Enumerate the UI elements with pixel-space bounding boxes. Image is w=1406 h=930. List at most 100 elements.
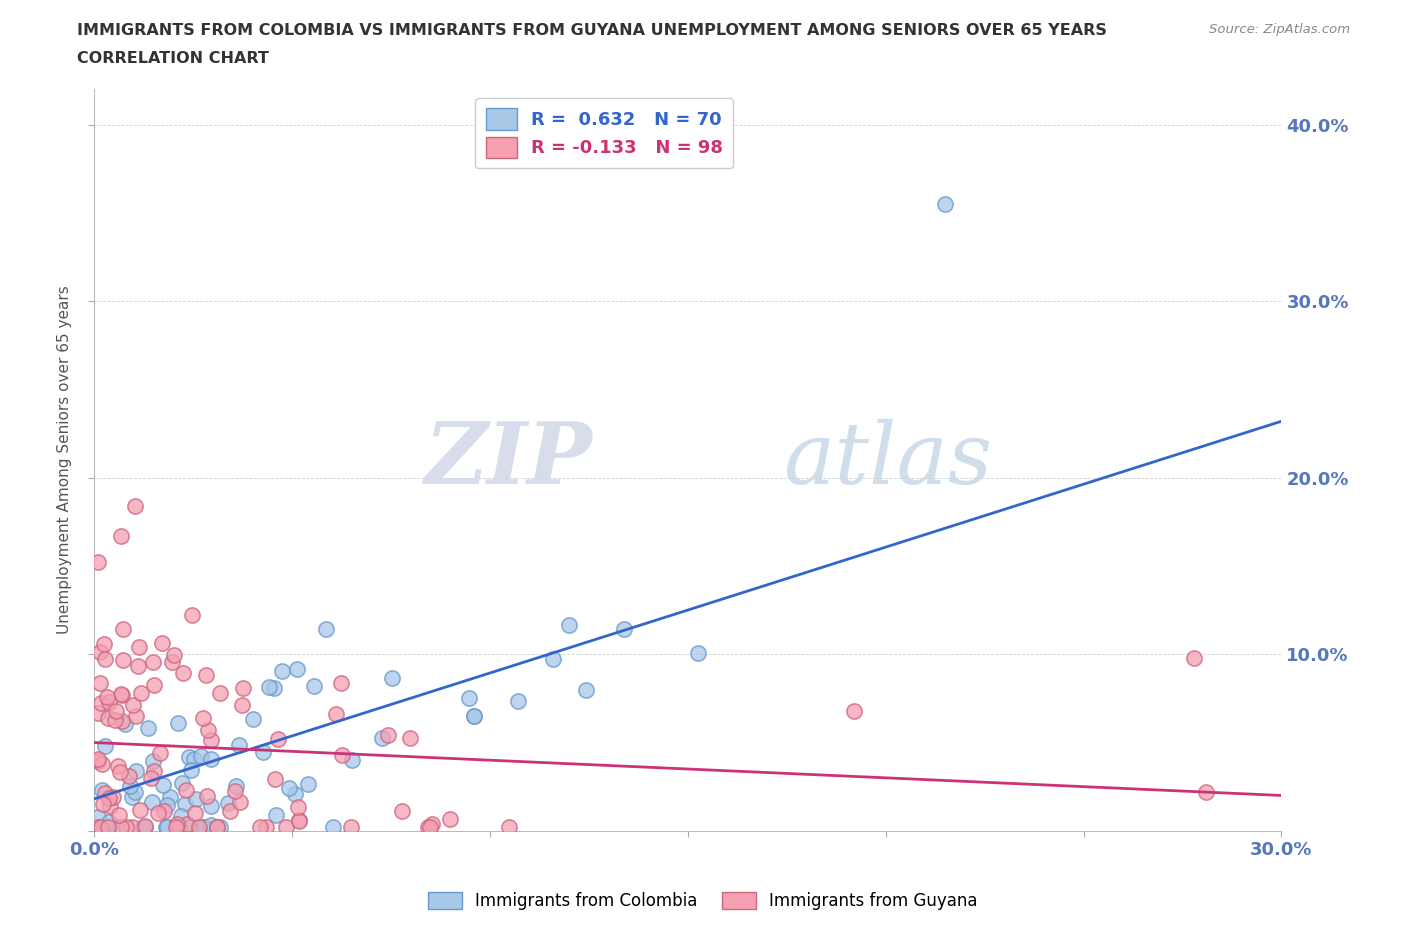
- Point: [121, 790, 143, 804]
- Point: [110, 820, 132, 835]
- Point: [134, 819, 156, 834]
- Point: [114, 716, 136, 731]
- Point: [257, 680, 280, 695]
- Point: [152, 777, 174, 792]
- Point: [1195, 785, 1218, 800]
- Point: [170, 776, 193, 790]
- Point: [121, 698, 143, 712]
- Point: [108, 807, 131, 822]
- Point: [287, 799, 309, 814]
- Point: [186, 791, 208, 806]
- Point: [330, 748, 353, 763]
- Point: [197, 723, 219, 737]
- Point: [93, 637, 115, 652]
- Point: [371, 730, 394, 745]
- Point: [96, 820, 118, 835]
- Point: [229, 794, 252, 809]
- Legend: R =  0.632   N = 70, R = -0.133   N = 98: R = 0.632 N = 70, R = -0.133 N = 98: [475, 98, 734, 168]
- Point: [166, 817, 188, 832]
- Point: [193, 820, 215, 835]
- Point: [209, 685, 232, 700]
- Point: [381, 671, 404, 685]
- Point: [143, 764, 166, 778]
- Point: [165, 820, 187, 835]
- Point: [181, 607, 204, 622]
- Point: [98, 815, 121, 830]
- Point: [129, 685, 152, 700]
- Point: [557, 618, 579, 632]
- Point: [89, 675, 111, 690]
- Point: [94, 651, 117, 666]
- Point: [111, 621, 134, 636]
- Point: [276, 820, 298, 835]
- Y-axis label: Unemployment Among Seniors over 65 years: Unemployment Among Seniors over 65 years: [58, 286, 72, 634]
- Point: [183, 751, 205, 766]
- Point: [97, 711, 120, 725]
- Point: [155, 820, 177, 835]
- Point: [86, 554, 108, 569]
- Point: [463, 709, 485, 724]
- Point: [174, 796, 197, 811]
- Point: [217, 795, 239, 810]
- Point: [506, 694, 529, 709]
- Point: [391, 804, 413, 818]
- Point: [124, 784, 146, 799]
- Point: [111, 714, 134, 729]
- Point: [167, 715, 190, 730]
- Point: [142, 753, 165, 768]
- Point: [205, 820, 228, 835]
- Point: [128, 803, 150, 817]
- Point: [377, 728, 399, 743]
- Point: [132, 820, 155, 835]
- Point: [249, 820, 271, 835]
- Point: [288, 814, 311, 829]
- Text: atlas: atlas: [783, 418, 991, 501]
- Point: [180, 763, 202, 777]
- Point: [463, 708, 485, 723]
- Point: [252, 744, 274, 759]
- Point: [167, 820, 190, 835]
- Point: [322, 820, 344, 835]
- Point: [264, 772, 287, 787]
- Point: [89, 644, 111, 659]
- Point: [156, 797, 179, 812]
- Point: [91, 797, 114, 812]
- Point: [111, 653, 134, 668]
- Point: [174, 782, 197, 797]
- Point: [159, 790, 181, 804]
- Point: [264, 808, 287, 823]
- Point: [124, 498, 146, 513]
- Point: [297, 777, 319, 791]
- Point: [420, 817, 443, 831]
- Point: [419, 820, 441, 835]
- Point: [90, 696, 112, 711]
- Point: [842, 703, 865, 718]
- Point: [136, 721, 159, 736]
- Point: [110, 687, 132, 702]
- Point: [287, 813, 309, 828]
- Point: [141, 794, 163, 809]
- Point: [200, 733, 222, 748]
- Point: [284, 787, 307, 802]
- Point: [541, 652, 564, 667]
- Point: [302, 678, 325, 693]
- Point: [86, 705, 108, 720]
- Point: [254, 820, 277, 835]
- Point: [177, 750, 200, 764]
- Point: [105, 703, 128, 718]
- Point: [575, 683, 598, 698]
- Text: IMMIGRANTS FROM COLOMBIA VS IMMIGRANTS FROM GUYANA UNEMPLOYMENT AMONG SENIORS OV: IMMIGRANTS FROM COLOMBIA VS IMMIGRANTS F…: [77, 23, 1107, 38]
- Point: [86, 753, 108, 768]
- Point: [200, 817, 222, 832]
- Point: [184, 805, 207, 820]
- Point: [114, 820, 136, 835]
- Point: [121, 820, 143, 835]
- Point: [416, 820, 439, 835]
- Point: [231, 698, 253, 712]
- Point: [398, 731, 420, 746]
- Point: [149, 746, 172, 761]
- Point: [218, 804, 240, 818]
- Point: [118, 768, 141, 783]
- Point: [613, 622, 636, 637]
- Point: [208, 820, 231, 835]
